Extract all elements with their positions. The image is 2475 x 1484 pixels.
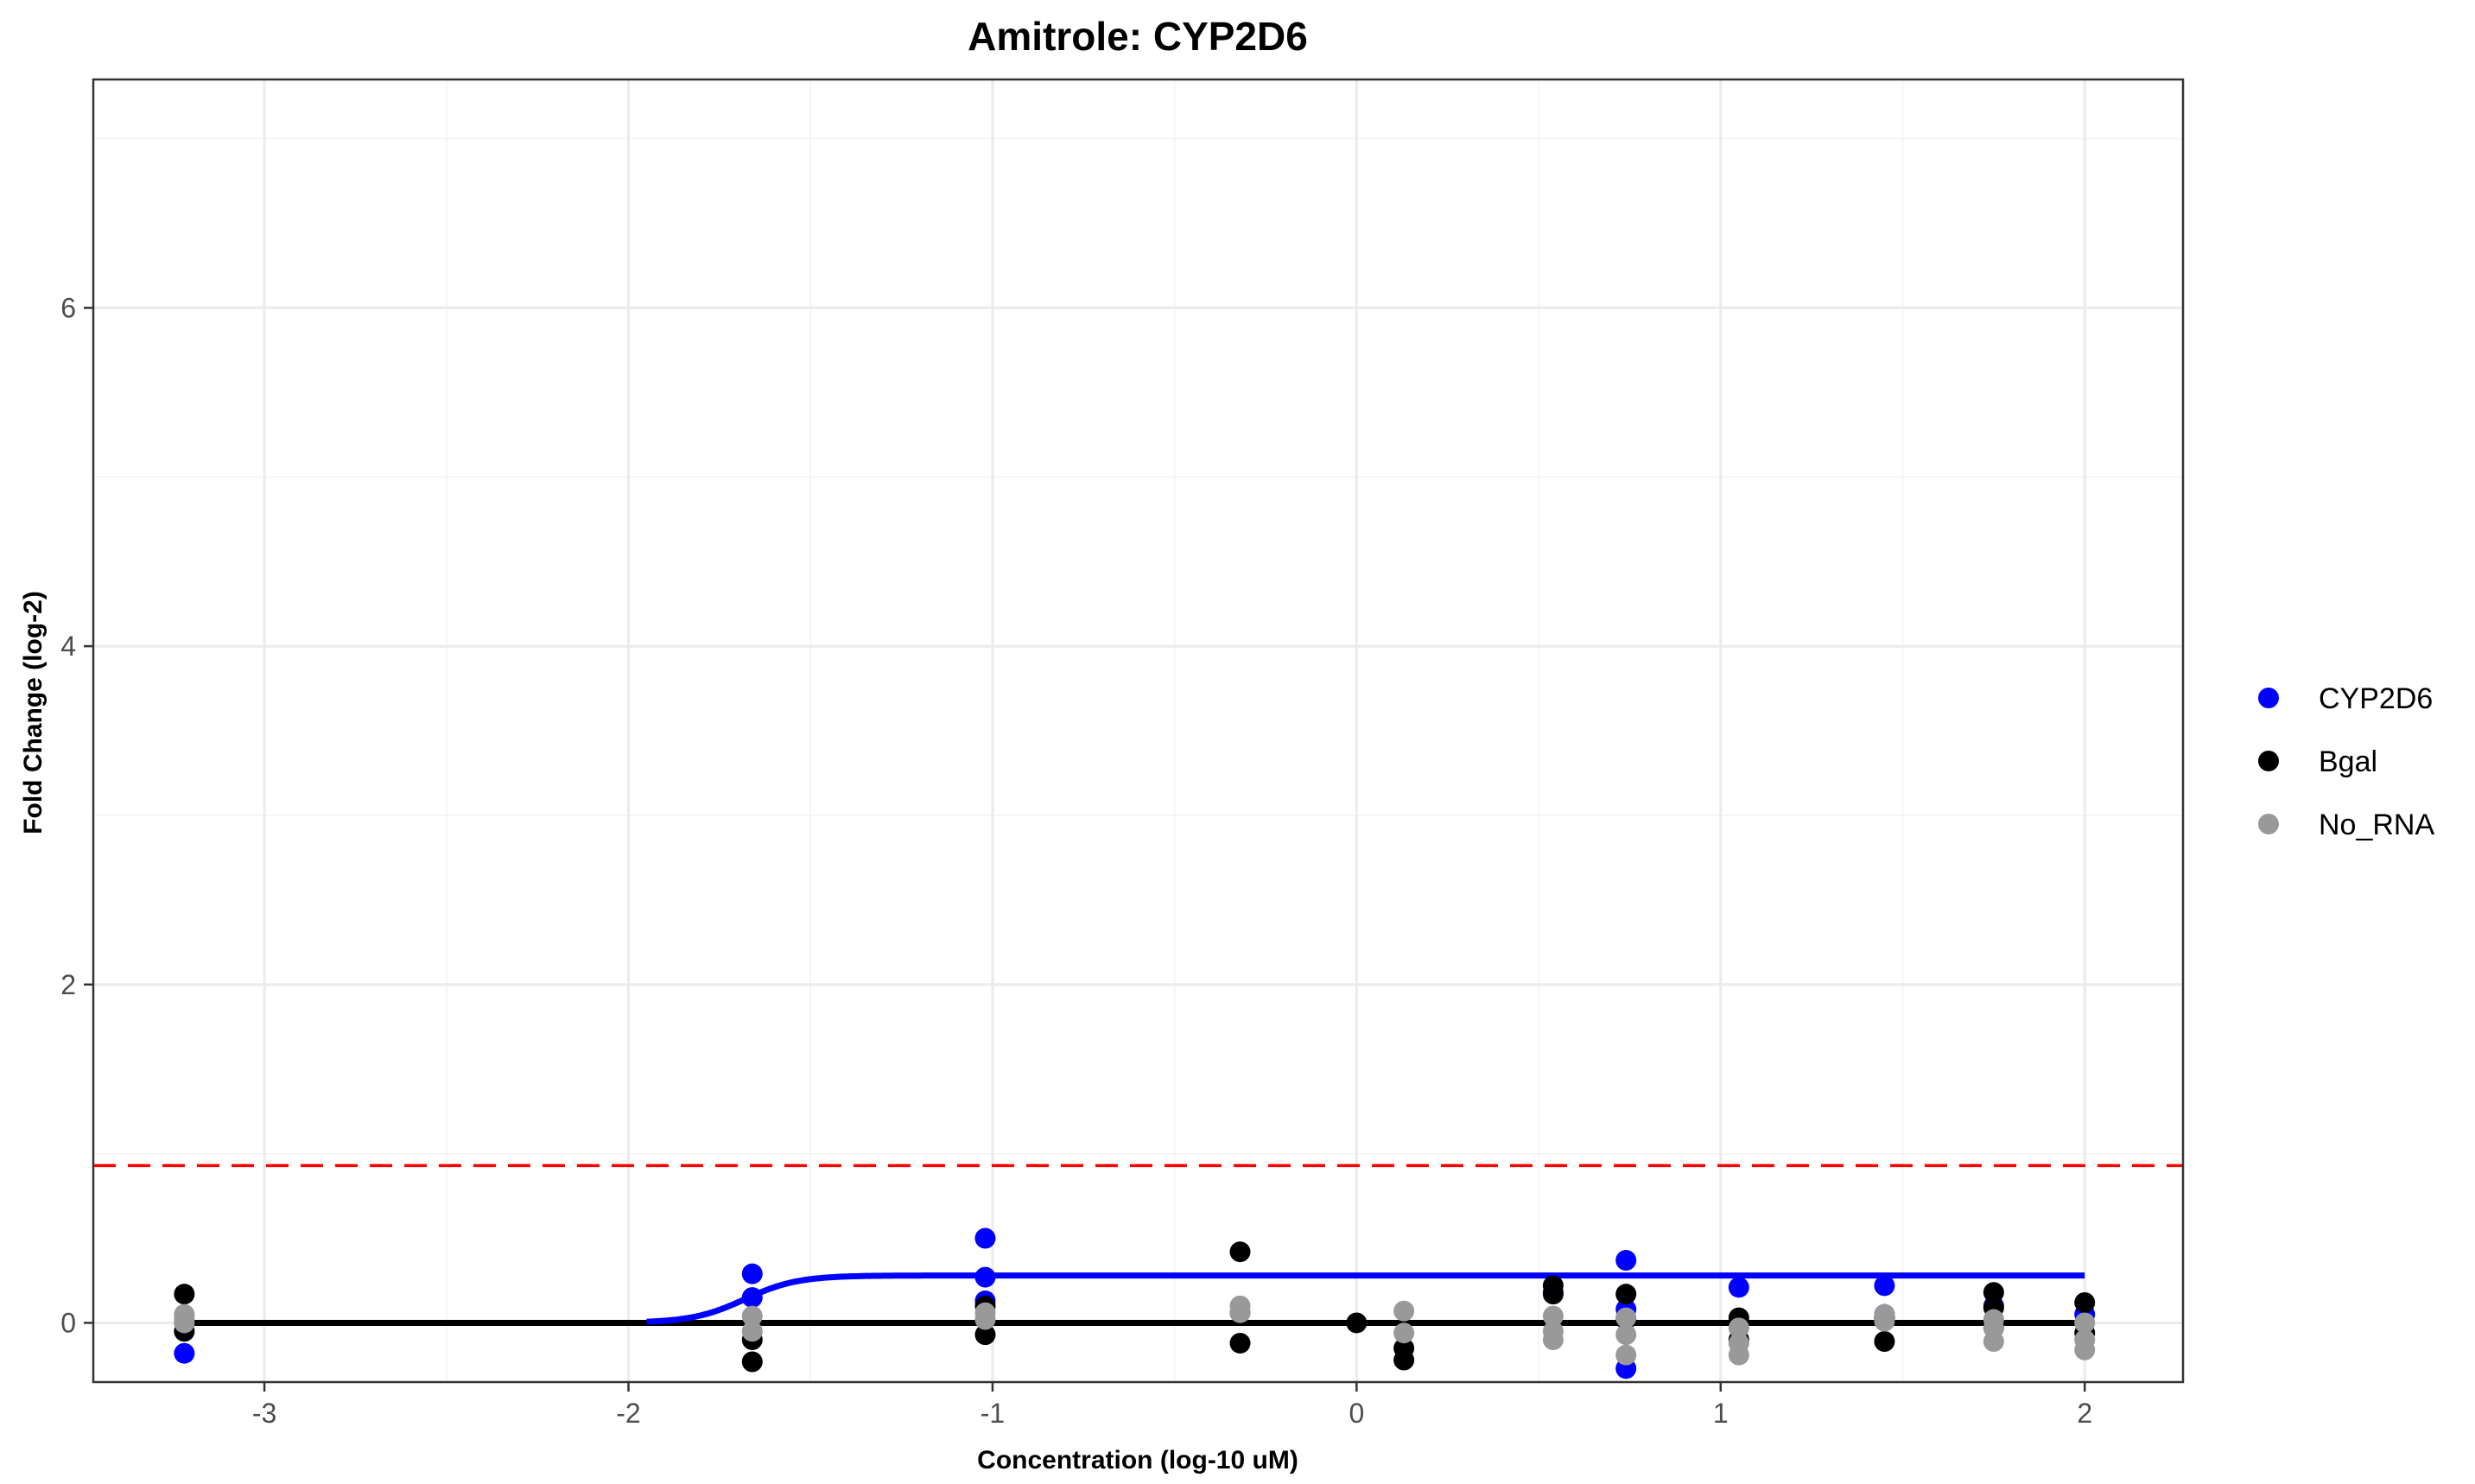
fit-line-cyp2d6 (646, 1272, 2085, 1325)
data-point-cyp2d6 (1615, 1249, 1637, 1271)
data-point-cyp2d6 (1728, 1277, 1749, 1298)
data-point-cyp2d6 (741, 1287, 763, 1309)
data-point-cyp2d6 (174, 1342, 195, 1364)
data-point-bgal (1542, 1284, 1564, 1305)
data-point-no-rna (974, 1309, 996, 1330)
data-point-no-rna (2074, 1339, 2096, 1360)
data-point-no-rna (1393, 1300, 1415, 1322)
data-point-bgal (1229, 1332, 1251, 1354)
chart-title: Amitrole: CYP2D6 (968, 14, 1308, 59)
data-point-no-rna (1728, 1317, 1749, 1339)
data-point-no-rna (1615, 1307, 1637, 1329)
legend-label-no-rna: No_RNA (2319, 809, 2434, 841)
data-point-cyp2d6 (741, 1263, 763, 1284)
data-point-bgal (1393, 1349, 1415, 1371)
y-tick-label: 0 (60, 1307, 76, 1338)
data-point-cyp2d6 (974, 1266, 996, 1288)
y-tick-label: 2 (60, 969, 76, 1000)
data-point-no-rna (174, 1309, 195, 1330)
plot-panel-border (92, 78, 2185, 1384)
data-point-bgal (1983, 1282, 2004, 1303)
y-tick-label: 4 (60, 631, 76, 662)
plot-panel-background (93, 79, 2183, 1382)
legend-label-bgal: Bgal (2319, 745, 2377, 778)
data-point-bgal (1874, 1330, 1895, 1352)
data-point-no-rna (1229, 1302, 1251, 1323)
x-tick-label: -3 (252, 1398, 276, 1429)
legend-key-no-rna (2258, 814, 2279, 834)
legend-label-cyp2d6: CYP2D6 (2319, 682, 2433, 715)
x-tick-label: -2 (616, 1398, 640, 1429)
legend: CYP2D6 Bgal No_RNA (2258, 682, 2434, 841)
data-point-no-rna (1874, 1310, 1895, 1332)
x-tick-label: 1 (1713, 1398, 1729, 1429)
axes: -3 -2 -1 0 1 2 0 2 4 6 (60, 292, 2092, 1429)
data-point-cyp2d6 (1874, 1275, 1895, 1297)
data-point-no-rna (1393, 1322, 1415, 1344)
data-point-no-rna (1983, 1309, 2004, 1330)
data-point-no-rna (1615, 1324, 1637, 1346)
data-point-bgal (1229, 1241, 1251, 1263)
data-point-no-rna (1542, 1321, 1564, 1342)
data-point-bgal (174, 1284, 195, 1305)
x-tick-label: -1 (980, 1398, 1005, 1429)
data-points (174, 1227, 2096, 1379)
data-point-no-rna (1615, 1344, 1637, 1366)
data-point-cyp2d6 (974, 1227, 996, 1249)
data-point-no-rna (741, 1305, 763, 1327)
data-point-bgal (1615, 1284, 1637, 1305)
data-point-no-rna (1983, 1330, 2004, 1352)
y-axis-title: Fold Change (log-2) (19, 591, 48, 834)
x-axis-title: Concentration (log-10 uM) (977, 1446, 1298, 1474)
fit-curves (184, 1272, 2085, 1326)
data-point-no-rna (1542, 1305, 1564, 1327)
data-point-bgal (2074, 1291, 2096, 1313)
data-point-no-rna (1728, 1332, 1749, 1354)
data-point-bgal (974, 1324, 996, 1346)
legend-key-cyp2d6 (2258, 688, 2279, 708)
data-point-no-rna (741, 1321, 763, 1342)
data-point-bgal (1346, 1312, 1368, 1334)
x-tick-label: 0 (1349, 1398, 1364, 1429)
y-tick-label: 6 (60, 292, 76, 323)
data-point-bgal (741, 1351, 763, 1373)
data-point-no-rna (2074, 1312, 2096, 1334)
legend-key-bgal (2258, 751, 2279, 771)
x-tick-label: 2 (2077, 1398, 2092, 1429)
